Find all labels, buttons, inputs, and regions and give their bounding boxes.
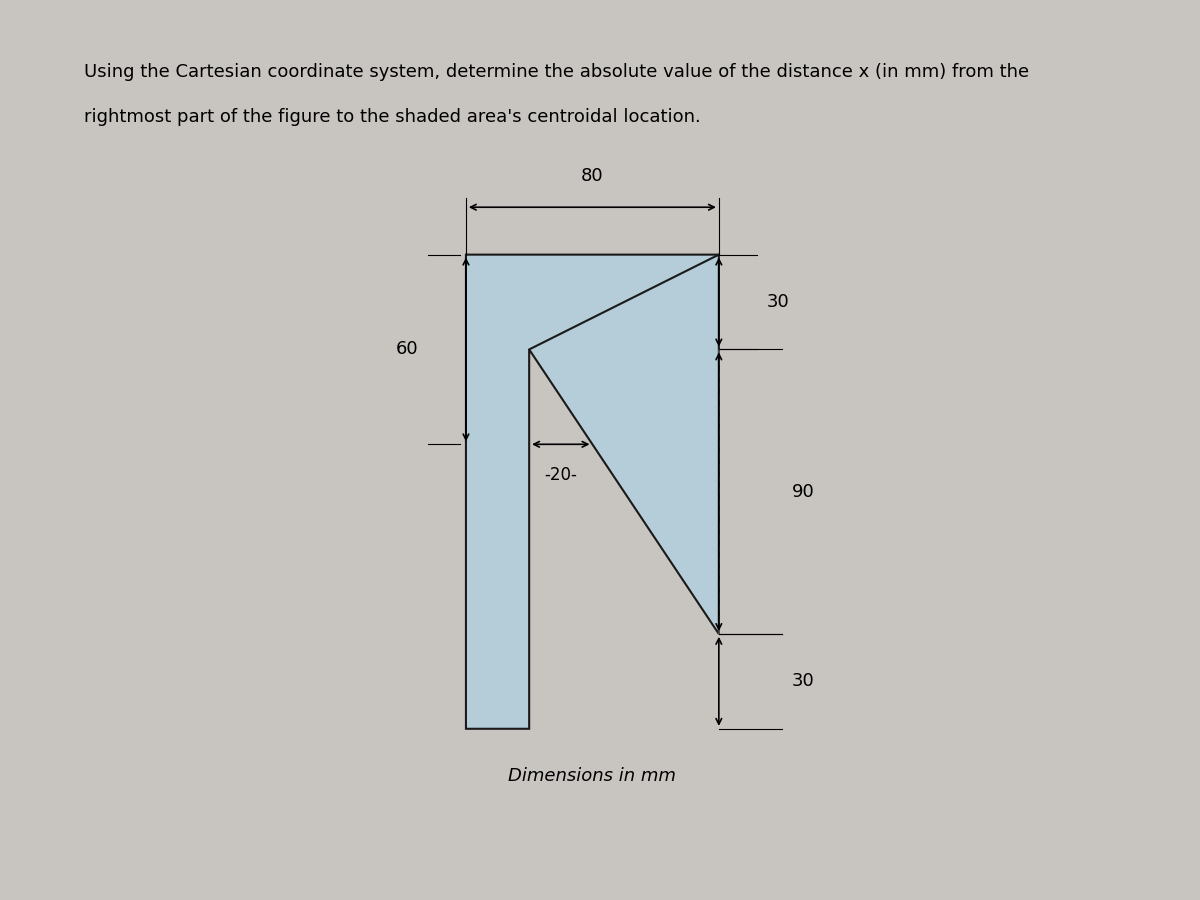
Text: 90: 90 xyxy=(792,482,815,500)
Text: 30: 30 xyxy=(767,293,788,311)
Text: Dimensions in mm: Dimensions in mm xyxy=(509,767,677,785)
Polygon shape xyxy=(466,255,719,729)
Text: -20-: -20- xyxy=(545,466,577,484)
Text: 30: 30 xyxy=(792,672,815,690)
Text: 60: 60 xyxy=(396,340,419,358)
Text: rightmost part of the figure to the shaded area's centroidal location.: rightmost part of the figure to the shad… xyxy=(84,108,701,126)
Text: Using the Cartesian coordinate system, determine the absolute value of the dista: Using the Cartesian coordinate system, d… xyxy=(84,63,1030,81)
Text: 80: 80 xyxy=(581,167,604,185)
